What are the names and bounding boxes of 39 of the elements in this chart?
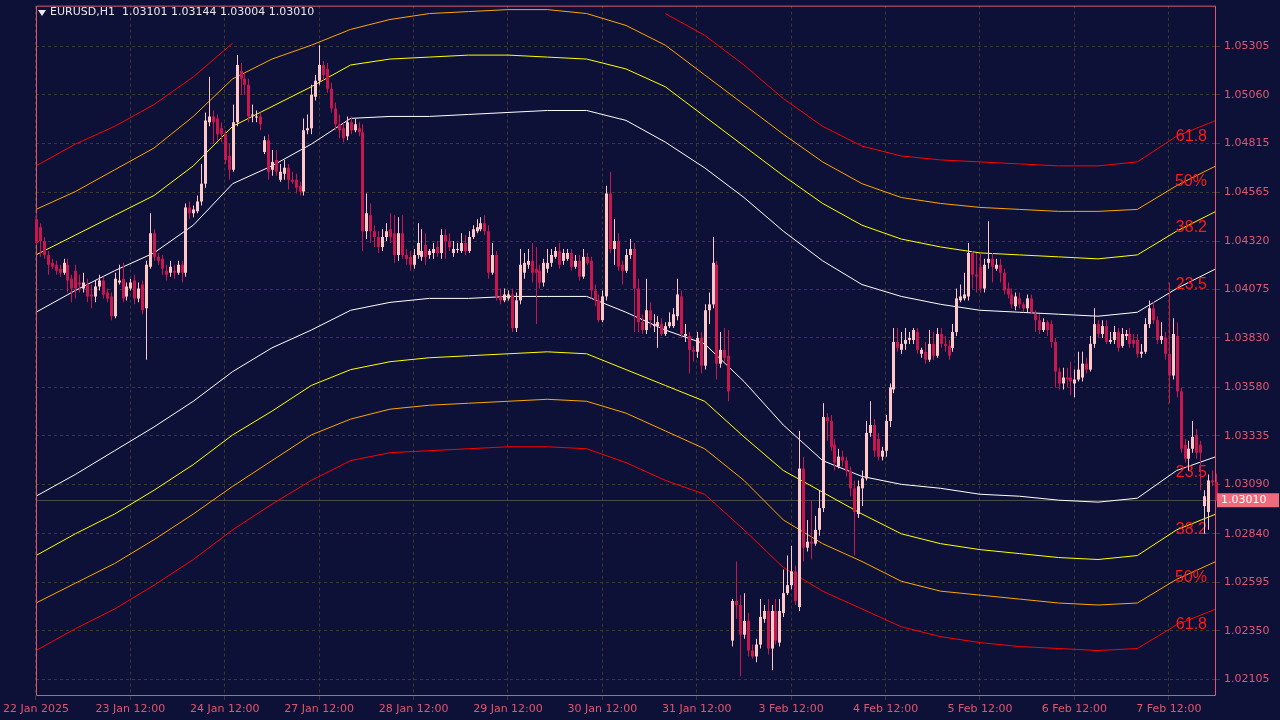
y-tick-label: 1.02105 bbox=[1224, 672, 1270, 686]
ref-line-label: 1.03010 bbox=[1221, 493, 1267, 507]
x-tick-label: 6 Feb 12:00 bbox=[1041, 702, 1107, 716]
series-label: 50% bbox=[1174, 567, 1207, 585]
candlestick bbox=[810, 500, 813, 560]
x-tick-label: 3 Feb 12:00 bbox=[758, 702, 824, 716]
x-tick-label: 28 Jan 12:00 bbox=[378, 702, 449, 716]
y-tick-label: 1.03090 bbox=[1224, 477, 1270, 491]
y-tick-label: 1.03830 bbox=[1224, 330, 1270, 344]
y-tick-label: 1.05060 bbox=[1224, 87, 1270, 101]
series-label: 61.8 bbox=[1175, 615, 1208, 633]
candlestick bbox=[987, 221, 990, 269]
candlestick bbox=[306, 114, 309, 135]
x-tick-label: 22 Jan 2025 bbox=[2, 702, 69, 716]
x-tick-label: 23 Jan 12:00 bbox=[95, 702, 166, 716]
y-tick-label: 1.04815 bbox=[1224, 135, 1270, 149]
x-tick-label: 24 Jan 12:00 bbox=[189, 702, 260, 716]
x-tick-label: 27 Jan 12:00 bbox=[284, 702, 355, 716]
y-tick-label: 1.04320 bbox=[1224, 233, 1270, 247]
series-label: 61.8 bbox=[1175, 126, 1208, 144]
x-tick-label: 30 Jan 12:00 bbox=[567, 702, 638, 716]
y-tick-label: 1.02595 bbox=[1224, 575, 1270, 589]
x-tick-label: 29 Jan 12:00 bbox=[473, 702, 543, 716]
x-tick-label: 4 Feb 12:00 bbox=[853, 702, 919, 716]
y-tick-label: 1.03580 bbox=[1224, 380, 1270, 394]
y-tick-label: 1.02350 bbox=[1224, 623, 1270, 637]
x-tick-label: 5 Feb 12:00 bbox=[947, 702, 1013, 716]
candlestick bbox=[255, 110, 258, 123]
candlestick bbox=[975, 252, 978, 293]
y-tick-label: 1.05305 bbox=[1224, 39, 1270, 53]
y-tick-label: 1.04075 bbox=[1224, 282, 1270, 296]
x-tick-label: 7 Feb 12:00 bbox=[1136, 702, 1202, 716]
y-tick-label: 1.04565 bbox=[1224, 185, 1270, 199]
candlestick bbox=[735, 561, 738, 619]
y-tick-label: 1.03335 bbox=[1224, 428, 1270, 442]
y-tick-label: 1.02840 bbox=[1224, 526, 1270, 540]
candlestick bbox=[456, 243, 459, 253]
chart-title: EURUSD,H1 1.03101 1.03144 1.03004 1.03010 bbox=[50, 5, 315, 18]
x-tick-label: 31 Jan 12:00 bbox=[661, 702, 732, 716]
